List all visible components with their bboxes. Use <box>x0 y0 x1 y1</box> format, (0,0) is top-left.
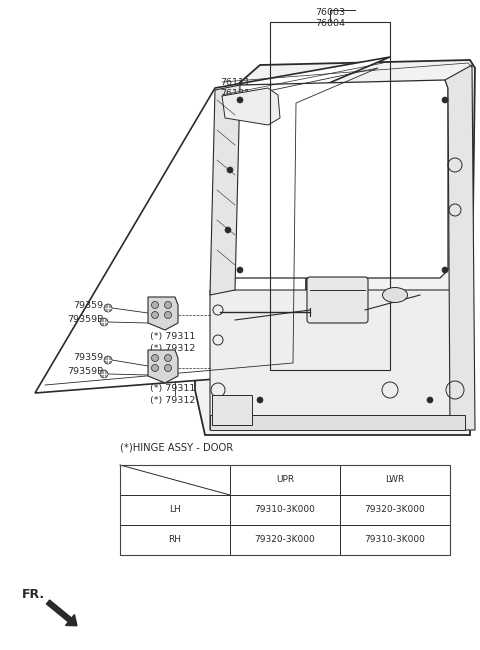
Circle shape <box>152 365 158 372</box>
Circle shape <box>100 318 108 326</box>
Text: 76003
76004: 76003 76004 <box>315 8 345 28</box>
Text: LH: LH <box>169 506 181 515</box>
Circle shape <box>165 365 171 372</box>
Circle shape <box>427 397 433 403</box>
Circle shape <box>257 397 263 403</box>
Polygon shape <box>210 85 240 295</box>
Text: UPR: UPR <box>276 476 294 484</box>
Circle shape <box>442 97 448 103</box>
Circle shape <box>165 302 171 309</box>
Polygon shape <box>228 80 448 278</box>
Text: (*) 79311: (*) 79311 <box>150 384 195 393</box>
Bar <box>120 465 450 555</box>
Text: 79359: 79359 <box>73 352 103 361</box>
Text: LWR: LWR <box>385 476 405 484</box>
Text: (*)HINGE ASSY - DOOR: (*)HINGE ASSY - DOOR <box>120 443 233 453</box>
Circle shape <box>165 354 171 361</box>
Text: FR.: FR. <box>22 588 45 601</box>
Circle shape <box>227 167 233 173</box>
Text: (*) 79312: (*) 79312 <box>150 343 195 352</box>
Circle shape <box>165 311 171 318</box>
Bar <box>270 22 390 370</box>
Text: 79320-3K000: 79320-3K000 <box>365 506 425 515</box>
Text: (*) 79311: (*) 79311 <box>150 332 195 341</box>
Text: 79359B: 79359B <box>67 367 104 376</box>
Bar <box>212 395 252 425</box>
Ellipse shape <box>383 287 408 302</box>
Circle shape <box>237 97 243 103</box>
Polygon shape <box>210 290 462 430</box>
Circle shape <box>225 227 231 233</box>
Circle shape <box>152 311 158 318</box>
Circle shape <box>104 304 112 312</box>
Text: (*) 79312: (*) 79312 <box>150 395 195 404</box>
Polygon shape <box>148 350 178 383</box>
Circle shape <box>442 267 448 273</box>
Text: 79310-3K000: 79310-3K000 <box>254 506 315 515</box>
Polygon shape <box>210 415 465 430</box>
Circle shape <box>152 354 158 361</box>
Circle shape <box>104 356 112 364</box>
Text: 79310-3K000: 79310-3K000 <box>365 536 425 545</box>
Text: 76111
76121: 76111 76121 <box>220 78 250 98</box>
Text: 79320-3K000: 79320-3K000 <box>254 536 315 545</box>
FancyArrow shape <box>47 600 77 626</box>
Polygon shape <box>148 297 178 330</box>
Text: 79359: 79359 <box>73 300 103 309</box>
Text: 79359B: 79359B <box>67 315 104 324</box>
Polygon shape <box>35 57 390 393</box>
Polygon shape <box>195 60 475 435</box>
Circle shape <box>237 267 243 273</box>
FancyBboxPatch shape <box>307 277 368 323</box>
Circle shape <box>152 302 158 309</box>
Text: RH: RH <box>168 536 181 545</box>
Polygon shape <box>445 65 475 430</box>
Circle shape <box>100 370 108 378</box>
Polygon shape <box>222 88 280 125</box>
